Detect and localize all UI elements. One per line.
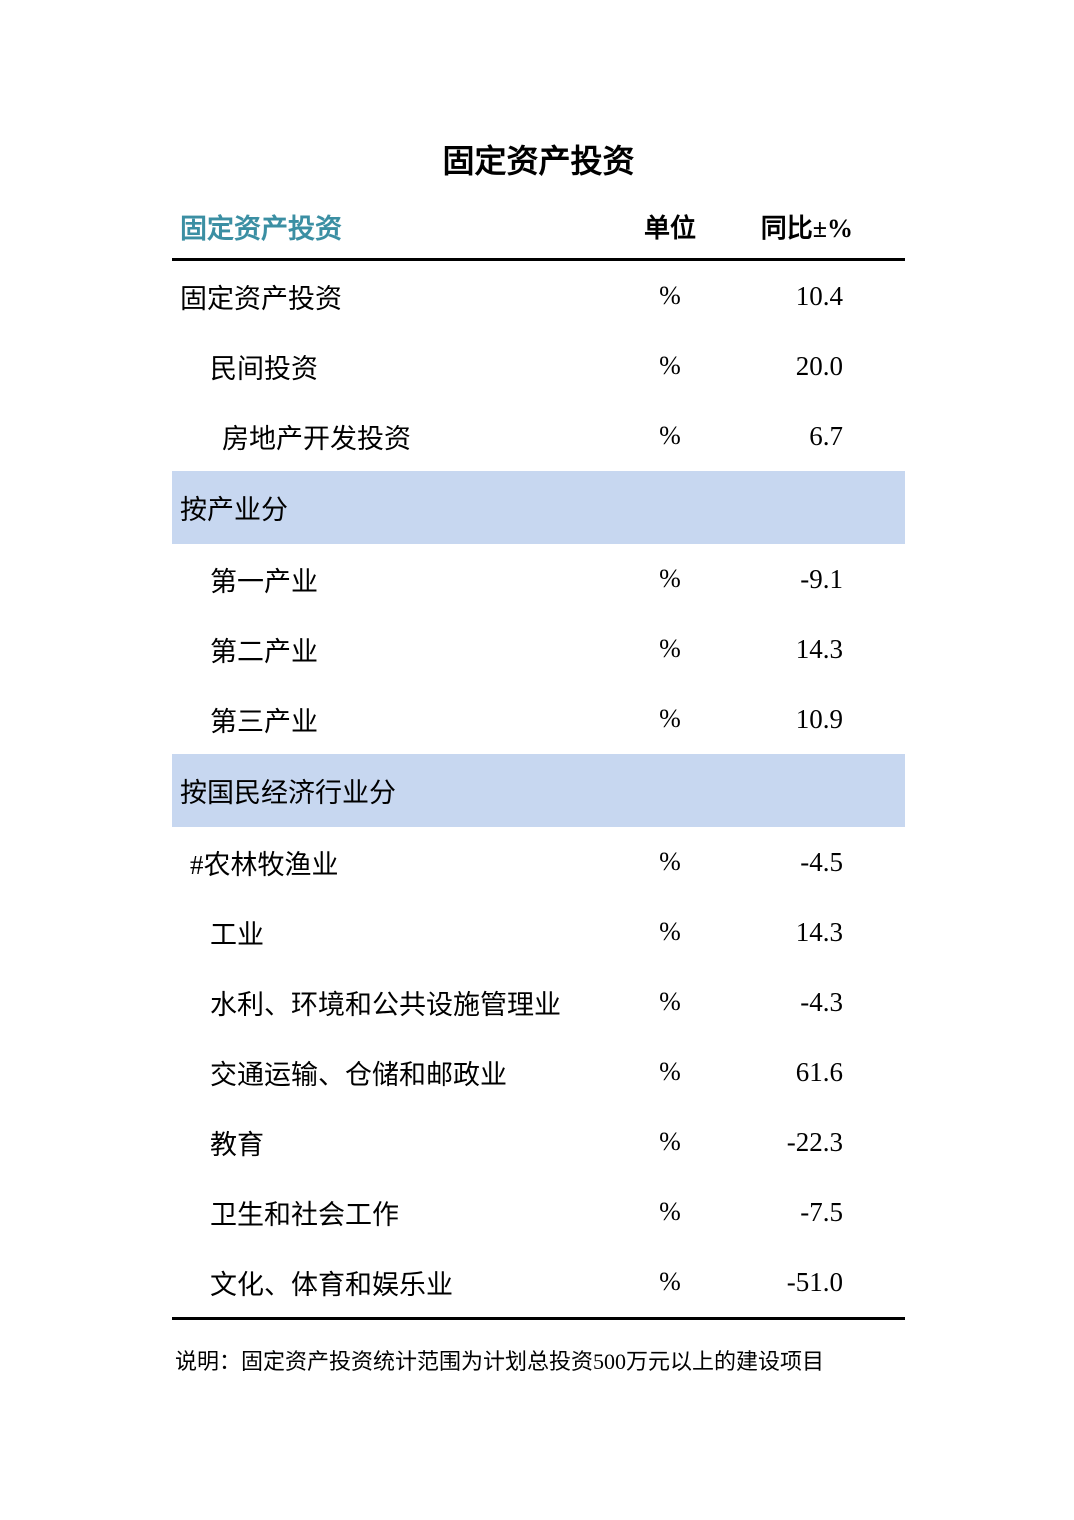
row-value: 20.0 bbox=[795, 350, 843, 381]
row-value: -7.5 bbox=[800, 1196, 843, 1227]
row-unit: % bbox=[659, 564, 681, 593]
table-row: 民间投资 % 20.0 bbox=[172, 331, 905, 401]
table-row: 文化、体育和娱乐业 % -51.0 bbox=[172, 1247, 905, 1317]
row-unit: % bbox=[659, 1197, 681, 1226]
section-label: 按国民经济行业分 bbox=[180, 778, 396, 808]
row-label: 固定资产投资 bbox=[180, 283, 342, 314]
page-title: 固定资产投资 bbox=[442, 143, 635, 179]
row-value: -4.5 bbox=[800, 846, 843, 877]
row-label: 第一产业 bbox=[210, 566, 318, 597]
row-unit: % bbox=[659, 421, 681, 450]
row-label: #农林牧渔业 bbox=[190, 849, 339, 880]
row-value: -22.3 bbox=[786, 1126, 843, 1157]
table-row: 房地产开发投资 % 6.7 bbox=[172, 401, 905, 471]
row-unit: % bbox=[659, 704, 681, 733]
row-value: -4.3 bbox=[800, 986, 843, 1017]
row-label: 卫生和社会工作 bbox=[210, 1199, 399, 1230]
row-label: 第三产业 bbox=[210, 706, 318, 737]
row-label: 工业 bbox=[210, 919, 264, 950]
table-row: 工业 % 14.3 bbox=[172, 897, 905, 967]
table-row: 卫生和社会工作 % -7.5 bbox=[172, 1177, 905, 1247]
header-label-name: 固定资产投资 bbox=[180, 214, 342, 244]
row-value: -9.1 bbox=[800, 563, 843, 594]
section-label: 按产业分 bbox=[180, 495, 288, 525]
table-row: 第一产业 % -9.1 bbox=[172, 544, 905, 614]
row-unit: % bbox=[659, 1127, 681, 1156]
row-unit: % bbox=[659, 847, 681, 876]
row-unit: % bbox=[659, 281, 681, 310]
row-value: 6.7 bbox=[809, 420, 843, 451]
row-unit: % bbox=[659, 987, 681, 1016]
row-value: 61.6 bbox=[795, 1056, 843, 1087]
row-label: 交通运输、仓储和邮政业 bbox=[210, 1059, 507, 1090]
table-row: #农林牧渔业 % -4.5 bbox=[172, 827, 905, 897]
table-row: 第二产业 % 14.3 bbox=[172, 614, 905, 684]
row-value: 10.4 bbox=[795, 280, 843, 311]
table-row: 教育 % -22.3 bbox=[172, 1107, 905, 1177]
row-label: 文化、体育和娱乐业 bbox=[210, 1269, 453, 1300]
row-unit: % bbox=[659, 1267, 681, 1296]
table-body: 固定资产投资 % 10.4 民间投资 % 20.0 房地产开发投资 % 6.7 … bbox=[172, 261, 905, 1317]
row-value: 14.3 bbox=[795, 633, 843, 664]
row-unit: % bbox=[659, 351, 681, 380]
row-value: 10.9 bbox=[795, 703, 843, 734]
row-label: 第二产业 bbox=[210, 636, 318, 667]
row-value: 14.3 bbox=[795, 916, 843, 947]
row-unit: % bbox=[659, 917, 681, 946]
row-label: 民间投资 bbox=[210, 353, 318, 384]
row-value: -51.0 bbox=[786, 1266, 843, 1297]
table-row: 水利、环境和公共设施管理业 % -4.3 bbox=[172, 967, 905, 1037]
table-header: 固定资产投资 单位 同比±% bbox=[172, 195, 905, 261]
table-row: 交通运输、仓储和邮政业 % 61.6 bbox=[172, 1037, 905, 1107]
row-label: 教育 bbox=[210, 1129, 264, 1160]
row-label: 房地产开发投资 bbox=[222, 423, 411, 454]
table-row: 固定资产投资 % 10.4 bbox=[172, 261, 905, 331]
row-unit: % bbox=[659, 1057, 681, 1086]
table-bottom-rule bbox=[172, 1317, 905, 1320]
header-label-unit: 单位 bbox=[643, 214, 696, 243]
section-header-row: 按产业分 bbox=[172, 471, 905, 544]
footnote: 说明：固定资产投资统计范围为计划总投资500万元以上的建设项目 bbox=[175, 1349, 825, 1374]
table-row: 第三产业 % 10.9 bbox=[172, 684, 905, 754]
document: 固定资产投资 固定资产投资 单位 同比±% 固定资产投资 % 10.4 民间投资… bbox=[172, 0, 905, 1376]
header-label-yoy: 同比±% bbox=[760, 214, 853, 243]
row-unit: % bbox=[659, 634, 681, 663]
row-label: 水利、环境和公共设施管理业 bbox=[210, 989, 561, 1020]
section-header-row: 按国民经济行业分 bbox=[172, 754, 905, 827]
